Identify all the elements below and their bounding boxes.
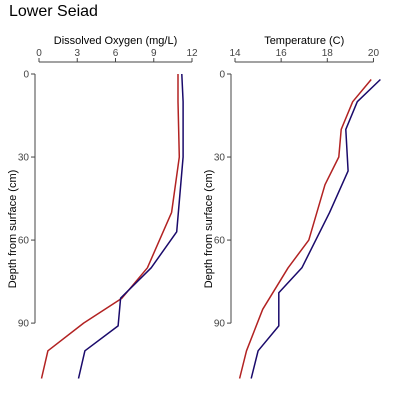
x-tick-label: 18 [322,48,334,59]
x-tick-label: 0 [36,48,42,59]
x-tick-label: 9 [151,48,157,59]
x-axis-label: Temperature (C) [264,35,344,47]
y-tick-label: 0 [23,70,29,81]
figure-title: Lower Seiad [9,3,98,20]
y-tick-label: 60 [214,236,226,247]
y-tick-label: 30 [18,153,30,164]
x-tick-label: 6 [113,48,119,59]
y-axis-label: Depth from surface (cm) [7,170,19,289]
series-line-navy [77,73,184,379]
y-tick-label: 60 [18,236,30,247]
y-tick-label: 30 [214,153,226,164]
x-tick-label: 20 [368,48,380,59]
series-line-red [40,74,181,379]
y-tick-label: 90 [18,319,30,330]
y-axis-label: Depth from surface (cm) [203,170,215,289]
series-line-navy [250,78,381,379]
x-axis-label: Dissolved Oxygen (mg/L) [54,35,178,47]
y-tick-label: 90 [214,319,226,330]
y-tick-label: 0 [219,70,225,81]
x-tick-label: 12 [186,48,198,59]
series-line-red [238,79,372,379]
x-tick-label: 14 [229,48,241,59]
x-tick-label: 16 [276,48,288,59]
x-tick-label: 3 [74,48,80,59]
